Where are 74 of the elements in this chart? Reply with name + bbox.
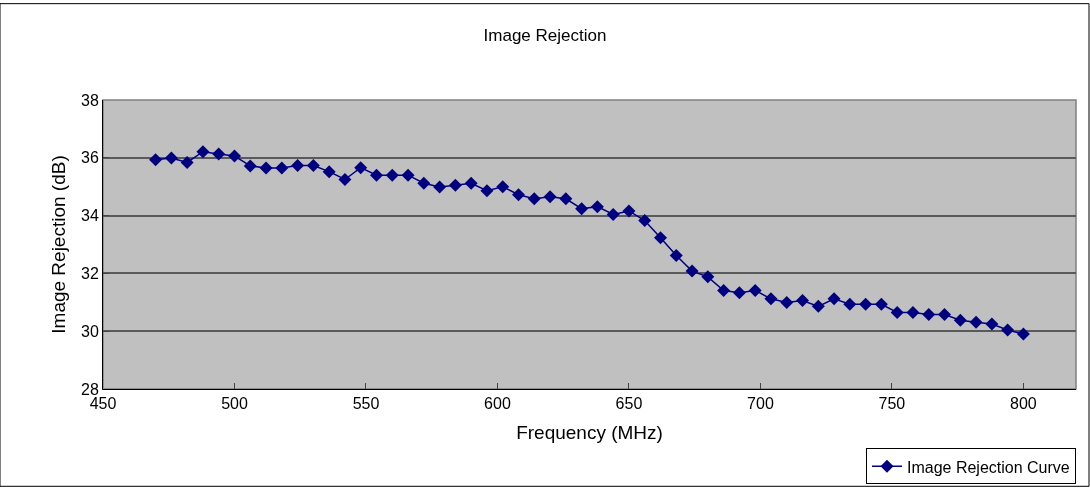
point bbox=[496, 180, 510, 194]
point bbox=[638, 214, 652, 228]
point bbox=[874, 297, 888, 311]
point bbox=[953, 313, 967, 327]
point bbox=[622, 204, 636, 218]
point bbox=[669, 248, 683, 262]
point bbox=[354, 161, 368, 175]
point bbox=[969, 315, 983, 329]
point bbox=[827, 292, 841, 306]
point bbox=[985, 317, 999, 331]
point bbox=[480, 184, 494, 198]
y-tick-label: 36 bbox=[81, 149, 99, 167]
point bbox=[527, 192, 541, 206]
y-tick-label: 28 bbox=[81, 380, 99, 398]
point bbox=[1001, 323, 1015, 337]
point bbox=[732, 286, 746, 300]
point bbox=[448, 178, 462, 192]
point bbox=[890, 305, 904, 319]
point bbox=[401, 168, 415, 182]
x-tick-label: 550 bbox=[352, 395, 380, 413]
point bbox=[559, 192, 573, 206]
point bbox=[590, 200, 604, 214]
x-tick-label: 600 bbox=[484, 395, 511, 413]
point bbox=[433, 180, 447, 194]
x-tick-label: 800 bbox=[1010, 395, 1037, 413]
point bbox=[512, 188, 525, 202]
point bbox=[906, 305, 920, 319]
x-tick-label: 500 bbox=[221, 395, 248, 413]
point bbox=[322, 165, 336, 179]
x-tick-label: 700 bbox=[747, 395, 774, 413]
legend-label: Image Rejection Curve bbox=[907, 458, 1070, 476]
x-tick-label: 650 bbox=[615, 395, 643, 413]
point bbox=[196, 145, 210, 159]
point bbox=[764, 292, 778, 306]
point bbox=[227, 149, 241, 163]
point bbox=[338, 172, 352, 186]
point bbox=[385, 168, 399, 182]
point bbox=[1016, 327, 1030, 341]
point bbox=[149, 153, 163, 167]
x-tick-label: 750 bbox=[878, 395, 906, 413]
x-tick-label: 450 bbox=[89, 395, 117, 413]
point bbox=[369, 168, 383, 182]
point bbox=[464, 176, 478, 190]
point bbox=[780, 296, 794, 310]
point bbox=[259, 161, 273, 175]
y-tick-label: 32 bbox=[81, 265, 99, 282]
point bbox=[243, 159, 257, 173]
point bbox=[859, 297, 873, 311]
y-tick-label: 34 bbox=[81, 207, 99, 225]
y-axis-title: Image Rejection (dB) bbox=[47, 155, 69, 334]
point bbox=[291, 159, 305, 173]
point bbox=[164, 151, 178, 165]
point bbox=[685, 264, 699, 278]
point bbox=[796, 294, 810, 308]
point bbox=[938, 307, 952, 321]
point bbox=[275, 161, 289, 175]
y-tick-label: 38 bbox=[81, 91, 99, 109]
point bbox=[701, 270, 715, 284]
y-tick-label: 30 bbox=[81, 322, 99, 340]
point bbox=[811, 299, 825, 313]
point bbox=[306, 159, 320, 173]
point bbox=[748, 283, 762, 297]
chart-title: Image Rejection bbox=[483, 25, 607, 45]
point bbox=[417, 176, 431, 190]
point bbox=[843, 297, 857, 311]
point bbox=[717, 283, 731, 297]
point bbox=[654, 231, 667, 245]
point bbox=[922, 307, 936, 321]
point bbox=[606, 207, 620, 221]
point bbox=[180, 155, 194, 169]
point bbox=[212, 147, 226, 161]
point bbox=[575, 202, 589, 216]
point bbox=[543, 190, 557, 204]
x-axis-title: Frequency (MHz) bbox=[516, 422, 663, 443]
